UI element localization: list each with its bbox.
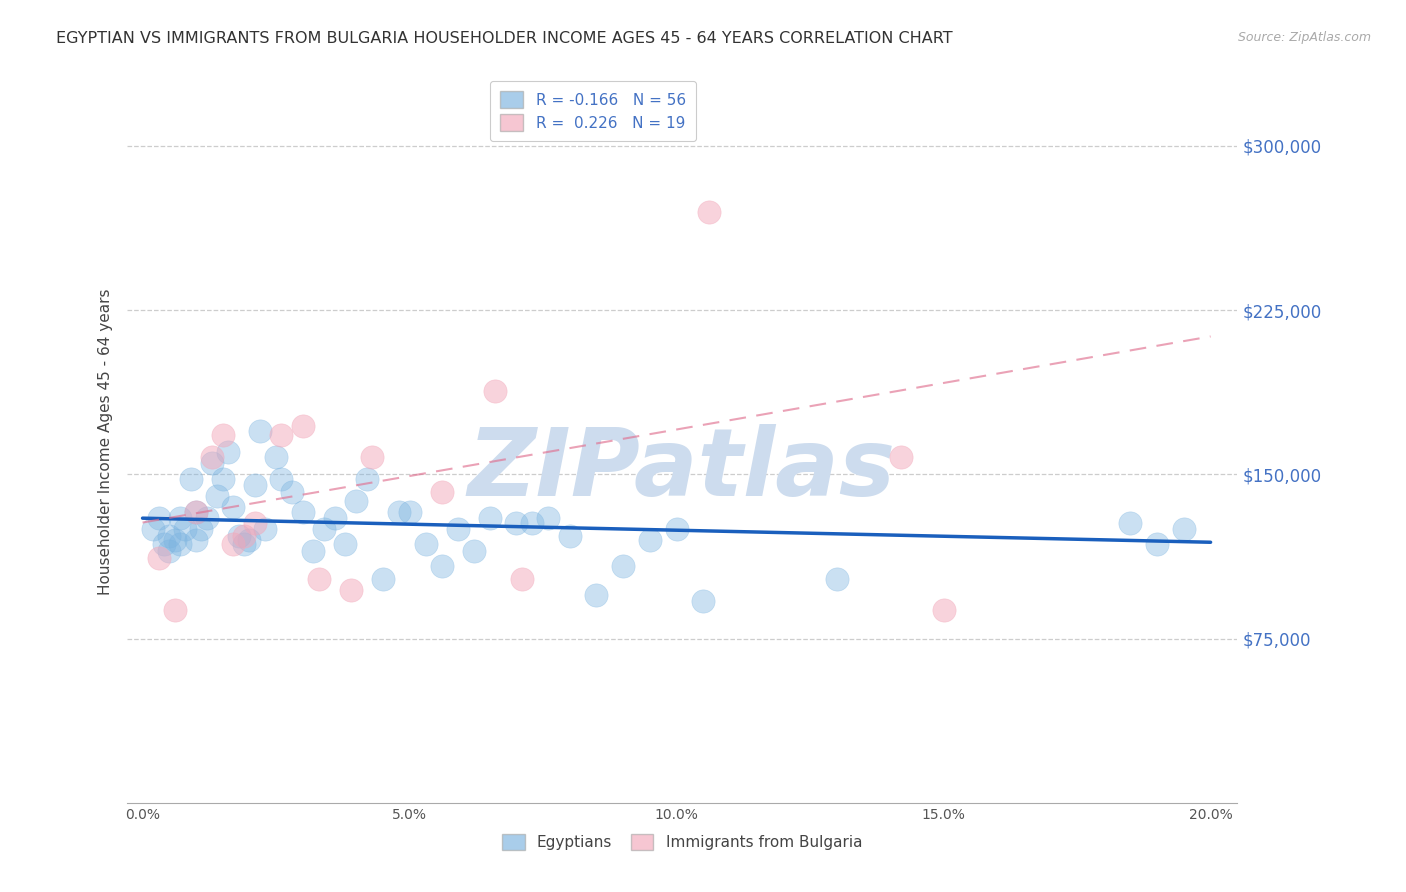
- Point: [190, 522, 212, 536]
- Point: [340, 583, 363, 598]
- Point: [184, 505, 207, 519]
- Point: [430, 559, 453, 574]
- Point: [344, 493, 367, 508]
- Point: [612, 559, 634, 574]
- Point: [270, 472, 292, 486]
- Point: [323, 511, 346, 525]
- Point: [522, 516, 544, 530]
- Point: [270, 428, 292, 442]
- Point: [163, 533, 186, 547]
- Point: [361, 450, 384, 464]
- Point: [697, 204, 720, 219]
- Point: [153, 537, 176, 551]
- Point: [211, 428, 233, 442]
- Point: [222, 537, 245, 551]
- Point: [692, 594, 714, 608]
- Point: [157, 529, 180, 543]
- Point: [932, 603, 955, 617]
- Point: [1146, 537, 1168, 551]
- Point: [233, 537, 256, 551]
- Point: [238, 533, 260, 547]
- Point: [184, 505, 207, 519]
- Point: [335, 537, 357, 551]
- Point: [825, 573, 848, 587]
- Point: [228, 529, 250, 543]
- Point: [415, 537, 437, 551]
- Point: [254, 522, 277, 536]
- Point: [201, 450, 224, 464]
- Point: [430, 484, 453, 499]
- Point: [207, 489, 229, 503]
- Point: [195, 511, 218, 525]
- Point: [463, 544, 485, 558]
- Point: [249, 424, 271, 438]
- Point: [638, 533, 661, 547]
- Point: [169, 511, 191, 525]
- Text: ZIPatlas: ZIPatlas: [468, 425, 896, 516]
- Point: [169, 537, 191, 551]
- Point: [211, 472, 233, 486]
- Point: [180, 472, 202, 486]
- Point: [163, 603, 186, 617]
- Point: [174, 522, 197, 536]
- Point: [157, 544, 180, 558]
- Point: [398, 505, 420, 519]
- Point: [148, 511, 170, 525]
- Point: [201, 457, 224, 471]
- Point: [558, 529, 581, 543]
- Point: [585, 588, 607, 602]
- Point: [291, 505, 314, 519]
- Point: [233, 529, 256, 543]
- Point: [291, 419, 314, 434]
- Point: [388, 505, 411, 519]
- Point: [314, 522, 336, 536]
- Text: EGYPTIAN VS IMMIGRANTS FROM BULGARIA HOUSEHOLDER INCOME AGES 45 - 64 YEARS CORRE: EGYPTIAN VS IMMIGRANTS FROM BULGARIA HOU…: [56, 31, 953, 46]
- Point: [222, 500, 245, 515]
- Point: [371, 573, 394, 587]
- Point: [243, 516, 266, 530]
- Legend: Egyptians, Immigrants from Bulgaria: Egyptians, Immigrants from Bulgaria: [495, 828, 869, 856]
- Point: [478, 511, 501, 525]
- Point: [184, 533, 207, 547]
- Point: [537, 511, 560, 525]
- Point: [264, 450, 287, 464]
- Point: [890, 450, 912, 464]
- Point: [302, 544, 325, 558]
- Point: [484, 384, 506, 399]
- Point: [356, 472, 378, 486]
- Point: [1173, 522, 1195, 536]
- Point: [308, 573, 330, 587]
- Point: [446, 522, 468, 536]
- Point: [1119, 516, 1142, 530]
- Point: [510, 573, 533, 587]
- Point: [148, 550, 170, 565]
- Point: [243, 478, 266, 492]
- Point: [281, 484, 304, 499]
- Point: [217, 445, 239, 459]
- Point: [142, 522, 165, 536]
- Text: Source: ZipAtlas.com: Source: ZipAtlas.com: [1237, 31, 1371, 45]
- Point: [665, 522, 688, 536]
- Y-axis label: Householder Income Ages 45 - 64 years: Householder Income Ages 45 - 64 years: [98, 288, 114, 595]
- Point: [505, 516, 527, 530]
